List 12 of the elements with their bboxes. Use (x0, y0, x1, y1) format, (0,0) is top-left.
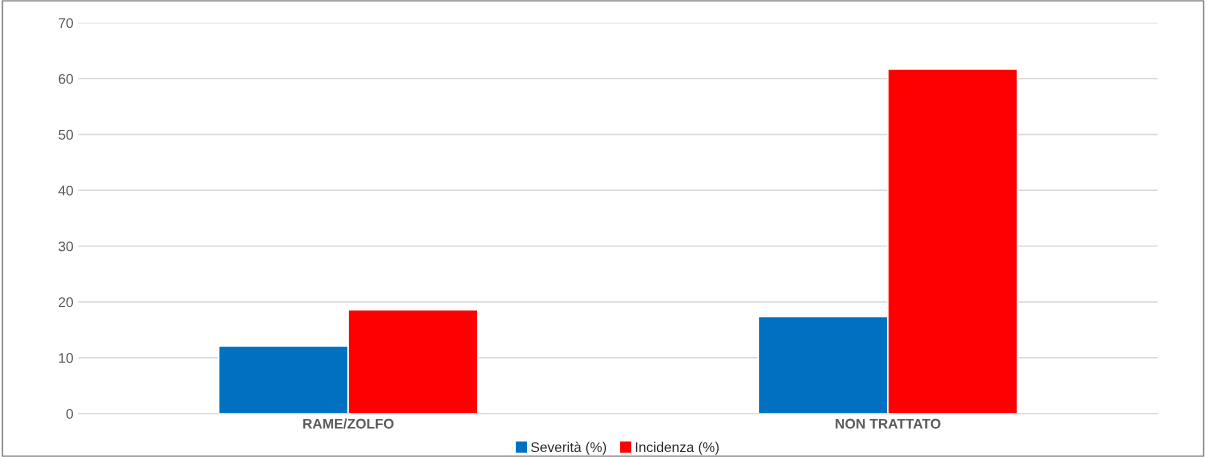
y-tick-label: 50 (58, 129, 73, 140)
y-tick-label: 0 (66, 408, 73, 419)
legend-label: Severità (%) (531, 441, 607, 455)
legend-label: Incidenza (%) (635, 441, 719, 455)
y-tick-label: 40 (58, 185, 73, 196)
x-tick-label: RAME/ZOLFO (303, 418, 394, 429)
y-tick-label: 70 (58, 18, 73, 29)
x-tick-label: NON TRATTATO (835, 418, 941, 429)
y-tick-label: 30 (58, 241, 73, 252)
y-tick-label: 60 (58, 74, 73, 84)
y-tick-label: 20 (58, 297, 73, 308)
y-tick-label: 10 (59, 353, 73, 363)
